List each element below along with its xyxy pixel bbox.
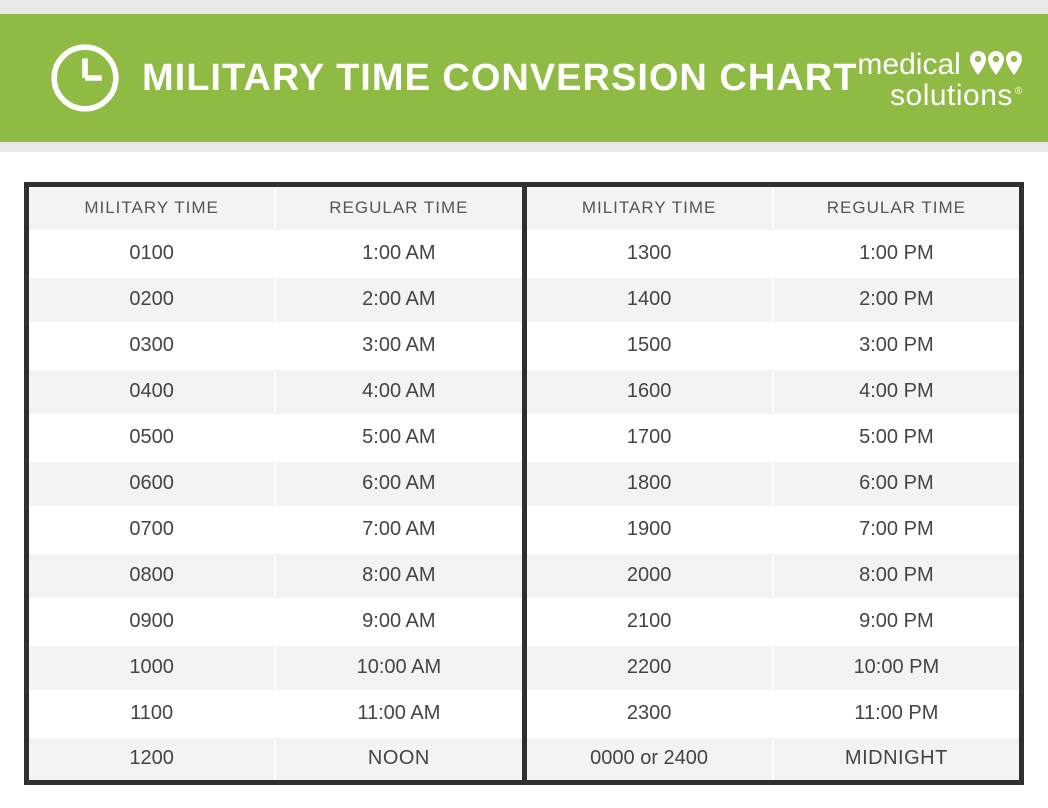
cell-regular: 7:00 AM (275, 507, 524, 553)
brand-line1: medical (857, 49, 960, 81)
cell-military: 1600 (524, 369, 773, 415)
cell-military: 0400 (27, 369, 276, 415)
cell-military: 0600 (27, 461, 276, 507)
top-strip (0, 0, 1048, 14)
table-row: 02002:00 AM14002:00 PM (27, 277, 1022, 323)
table-row: 100010:00 AM220010:00 PM (27, 645, 1022, 691)
cell-military: 1500 (524, 323, 773, 369)
table-row: 01001:00 AM13001:00 PM (27, 231, 1022, 277)
cell-regular: 11:00 PM (773, 691, 1022, 737)
cell-regular: 6:00 PM (773, 461, 1022, 507)
cell-regular: 5:00 PM (773, 415, 1022, 461)
brand-logo: medical solutions® (857, 45, 1022, 112)
cell-military: 2300 (524, 691, 773, 737)
cell-regular: 9:00 AM (275, 599, 524, 645)
cell-regular: 10:00 AM (275, 645, 524, 691)
cell-military: 1000 (27, 645, 276, 691)
cell-regular: NOON (275, 737, 524, 783)
cell-military: 1700 (524, 415, 773, 461)
table-row: 09009:00 AM21009:00 PM (27, 599, 1022, 645)
cell-military: 1400 (524, 277, 773, 323)
cell-military: 0800 (27, 553, 276, 599)
cell-regular: 3:00 AM (275, 323, 524, 369)
table-row: 05005:00 AM17005:00 PM (27, 415, 1022, 461)
brand-line2: solutions (890, 79, 1013, 112)
cell-regular: 1:00 AM (275, 231, 524, 277)
cell-military: 1800 (524, 461, 773, 507)
cell-regular: 2:00 AM (275, 277, 524, 323)
cell-regular: MIDNIGHT (773, 737, 1022, 783)
table-header-row: MILITARY TIME REGULAR TIME MILITARY TIME… (27, 185, 1022, 231)
brand-pins-icon (969, 49, 1023, 79)
cell-regular: 7:00 PM (773, 507, 1022, 553)
cell-regular: 8:00 AM (275, 553, 524, 599)
cell-regular: 8:00 PM (773, 553, 1022, 599)
brand-registered: ® (1015, 86, 1023, 97)
col-header-military-2: MILITARY TIME (524, 185, 773, 231)
cell-military: 0700 (27, 507, 276, 553)
cell-military: 0300 (27, 323, 276, 369)
cell-regular: 2:00 PM (773, 277, 1022, 323)
table-row: 06006:00 AM18006:00 PM (27, 461, 1022, 507)
clock-icon (50, 43, 120, 113)
col-header-military-1: MILITARY TIME (27, 185, 276, 231)
cell-military: 2200 (524, 645, 773, 691)
col-header-regular-2: REGULAR TIME (773, 185, 1022, 231)
cell-military: 1100 (27, 691, 276, 737)
banner-bottom-strip (0, 142, 1048, 152)
cell-military: 0000 or 2400 (524, 737, 773, 783)
conversion-table: MILITARY TIME REGULAR TIME MILITARY TIME… (24, 182, 1024, 785)
cell-military: 0900 (27, 599, 276, 645)
table-row: 03003:00 AM15003:00 PM (27, 323, 1022, 369)
cell-regular: 4:00 AM (275, 369, 524, 415)
cell-regular: 1:00 PM (773, 231, 1022, 277)
table-row: 07007:00 AM19007:00 PM (27, 507, 1022, 553)
cell-military: 2000 (524, 553, 773, 599)
cell-military: 1300 (524, 231, 773, 277)
cell-military: 1200 (27, 737, 276, 783)
table-row: 08008:00 AM20008:00 PM (27, 553, 1022, 599)
col-header-regular-1: REGULAR TIME (275, 185, 524, 231)
cell-regular: 9:00 PM (773, 599, 1022, 645)
cell-military: 1900 (524, 507, 773, 553)
page-title: MILITARY TIME CONVERSION CHART (142, 57, 857, 100)
cell-military: 0200 (27, 277, 276, 323)
cell-regular: 3:00 PM (773, 323, 1022, 369)
cell-military: 2100 (524, 599, 773, 645)
cell-regular: 5:00 AM (275, 415, 524, 461)
banner: MILITARY TIME CONVERSION CHART medical s… (0, 14, 1048, 142)
cell-regular: 4:00 PM (773, 369, 1022, 415)
cell-regular: 11:00 AM (275, 691, 524, 737)
cell-military: 0100 (27, 231, 276, 277)
table-row: 110011:00 AM230011:00 PM (27, 691, 1022, 737)
cell-regular: 10:00 PM (773, 645, 1022, 691)
table-body: 01001:00 AM13001:00 PM 02002:00 AM14002:… (27, 231, 1022, 783)
table-row: 04004:00 AM16004:00 PM (27, 369, 1022, 415)
cell-military: 0500 (27, 415, 276, 461)
cell-regular: 6:00 AM (275, 461, 524, 507)
table-row: 1200NOON0000 or 2400MIDNIGHT (27, 737, 1022, 783)
table-container: MILITARY TIME REGULAR TIME MILITARY TIME… (0, 152, 1048, 785)
